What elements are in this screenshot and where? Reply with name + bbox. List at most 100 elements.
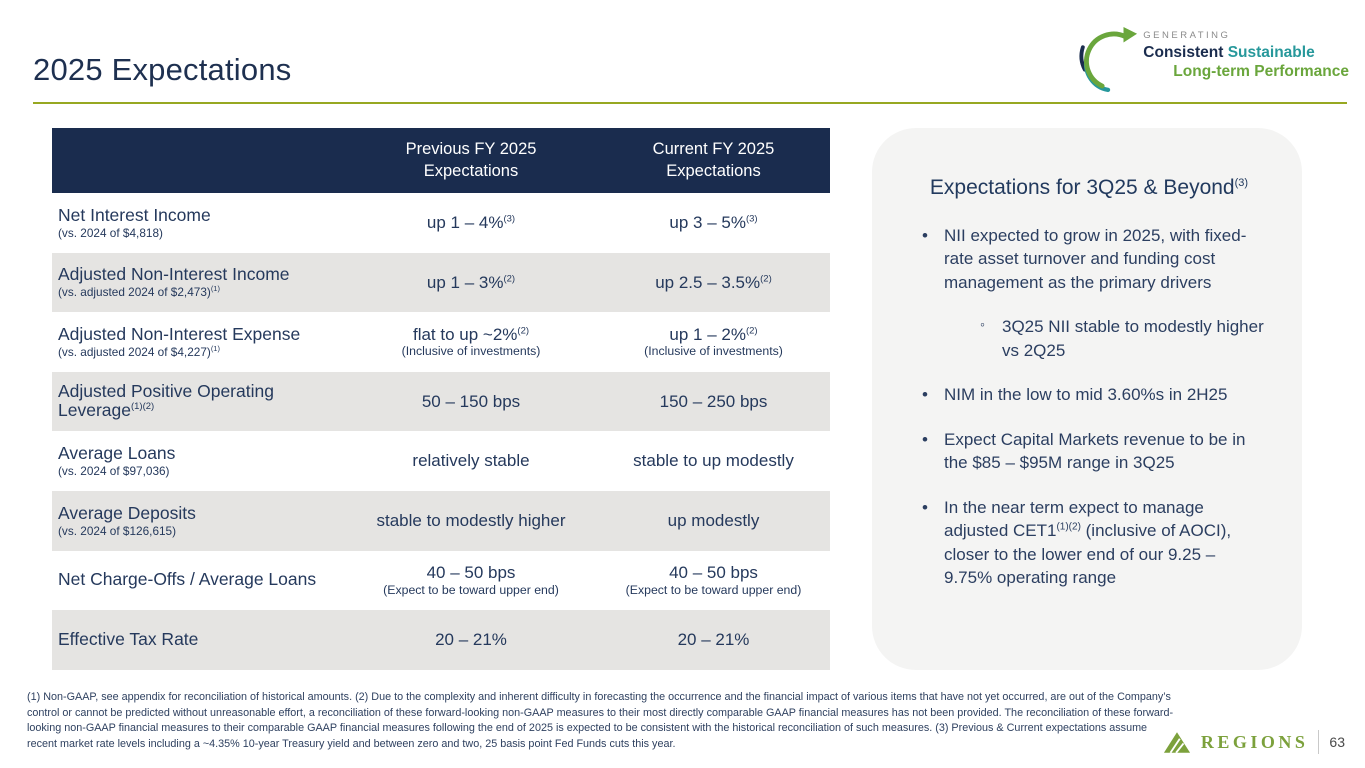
brand-generating-text: GENERATING [1143, 30, 1231, 42]
panel-bullet: • In the near term expect to manage adju… [910, 496, 1268, 590]
previous-note: (Inclusive of investments) [401, 344, 541, 359]
previous-value: up 1 – 4% [426, 213, 504, 233]
current-value: up 1 – 2% [669, 324, 746, 344]
row-current-cell: up modestly [597, 491, 830, 551]
brand-tagline-logo: GENERATING Consistent Sustainable Long-t… [1077, 18, 1349, 94]
row-label: Net Charge-Offs / Average Loans [58, 569, 317, 590]
logo-swoosh-icon [1079, 26, 1138, 93]
header-current-line2: Expectations [666, 161, 761, 180]
brand-word-sustainable: Sustainable [1227, 44, 1315, 62]
row-label: Adjusted Non-Interest Income [58, 264, 290, 285]
footer-divider [1318, 730, 1320, 754]
row-label-cell: Adjusted Positive Operating Leverage(1)(… [52, 372, 345, 432]
title-divider [33, 102, 1347, 104]
table-row: Net Interest Income (vs. 2024 of $4,818)… [52, 193, 830, 253]
previous-note: (Expect to be toward upper end) [383, 582, 559, 597]
current-value: up 2.5 – 3.5% [655, 272, 761, 292]
previous-value: 40 – 50 bps [426, 563, 516, 583]
page-number: 63 [1329, 734, 1345, 750]
row-sublabel: (vs. 2024 of $4,818) [58, 225, 163, 240]
row-previous-cell: up 1 – 4%(3) [345, 193, 597, 253]
panel-sub-bullet: ◦ 3Q25 NII stable to modestly higher vs … [972, 315, 1268, 362]
table-row: Net Charge-Offs / Average Loans 40 – 50 … [52, 550, 830, 611]
current-value-sup: (3) [745, 213, 758, 225]
table-header-previous: Previous FY 2025 Expectations [345, 128, 597, 193]
panel-title: Expectations for 3Q25 & Beyond(3) [910, 176, 1268, 200]
panel-bullet: • Expect Capital Markets revenue to be i… [910, 428, 1268, 475]
current-value: 150 – 250 bps [659, 391, 768, 411]
current-value: 20 – 21% [677, 630, 750, 650]
row-label: Average Loans [58, 442, 176, 463]
current-value-sup: (2) [760, 272, 772, 284]
table-row: Effective Tax Rate 20 – 21% 20 – 21% [52, 610, 830, 670]
bullet-dot-icon: • [922, 385, 928, 405]
current-value: up 3 – 5% [669, 213, 746, 233]
current-note: (Expect to be toward upper end) [625, 582, 802, 597]
bullet-text: 3Q25 NII stable to modestly higher vs 2Q… [1002, 317, 1264, 360]
row-label-cell: Average Deposits (vs. 2024 of $126,615) [52, 491, 345, 551]
bullet-text: NII expected to grow in 2025, with fixed… [944, 226, 1247, 292]
previous-value-sup: (3) [503, 213, 516, 225]
footnotes: (1) Non-GAAP, see appendix for reconcili… [27, 691, 1174, 750]
row-label: Adjusted Positive Operating Leverage [58, 380, 274, 421]
current-value: up modestly [667, 510, 760, 530]
header-previous-line1: Previous FY 2025 [405, 140, 537, 159]
row-current-cell: up 3 – 5%(3) [597, 193, 830, 253]
bullet-text-post: (inclusive of AOCI), closer to the lower… [944, 521, 1232, 587]
row-sublabel-sup: (1) [210, 284, 220, 294]
brand-word-consistent: Consistent [1143, 44, 1224, 62]
panel-bullet: • NII expected to grow in 2025, with fix… [910, 224, 1268, 294]
current-value: stable to up modestly [633, 451, 794, 471]
row-current-cell: up 2.5 – 3.5%(2) [597, 253, 830, 313]
row-label: Adjusted Non-Interest Expense [58, 323, 301, 344]
row-previous-cell: flat to up ~2%(2) (Inclusive of investme… [345, 312, 597, 372]
previous-value-sup: (2) [517, 325, 530, 337]
row-current-cell: up 1 – 2%(2) (Inclusive of investments) [597, 312, 830, 372]
row-current-cell: stable to up modestly [597, 431, 830, 491]
row-sublabel-sup: (1) [210, 344, 220, 354]
row-previous-cell: stable to modestly higher [345, 491, 597, 551]
bullet-dot-icon: • [922, 226, 928, 245]
row-label-cell: Adjusted Non-Interest Expense (vs. adjus… [52, 312, 345, 372]
row-previous-cell: 40 – 50 bps (Expect to be toward upper e… [345, 551, 597, 611]
row-label-cell: Average Loans (vs. 2024 of $97,036) [52, 431, 345, 491]
row-sublabel: (vs. 2024 of $97,036) [58, 464, 170, 479]
brand-tagline-text: GENERATING Consistent Sustainable Long-t… [1143, 30, 1349, 82]
brand-tagline-line1: Consistent Sustainable [1143, 43, 1349, 62]
row-label: Average Deposits [58, 502, 196, 523]
expectations-table: Previous FY 2025 Expectations Current FY… [52, 128, 830, 670]
table-row: Adjusted Non-Interest Income (vs. adjust… [52, 252, 830, 313]
previous-value: 50 – 150 bps [421, 391, 521, 411]
table-header-current: Current FY 2025 Expectations [597, 128, 830, 193]
previous-value: 20 – 21% [435, 630, 507, 650]
previous-value: up 1 – 3% [426, 272, 504, 292]
expectations-panel: Expectations for 3Q25 & Beyond(3) • NII … [872, 128, 1302, 670]
regions-footer-logo: REGIONS 63 [1163, 730, 1345, 754]
table-header-row: Previous FY 2025 Expectations Current FY… [52, 128, 830, 193]
brand-tagline-line2: Long-term Performance [1173, 63, 1349, 81]
row-label-cell: Effective Tax Rate [52, 610, 345, 670]
bullet-circle-icon: ◦ [980, 316, 985, 333]
panel-title-text: Expectations for 3Q25 & Beyond [929, 176, 1235, 199]
table-row: Adjusted Positive Operating Leverage(1)(… [52, 371, 830, 432]
row-previous-cell: 50 – 150 bps [345, 372, 597, 432]
table-row: Average Loans (vs. 2024 of $97,036) rela… [52, 431, 830, 491]
page-title: 2025 Expectations [33, 52, 292, 87]
row-sublabel: (vs. adjusted 2024 of $4,227) [58, 345, 211, 360]
row-sublabel: (vs. 2024 of $126,615) [58, 523, 177, 538]
row-label-cell: Net Interest Income (vs. 2024 of $4,818) [52, 193, 345, 253]
row-previous-cell: up 1 – 3%(2) [345, 253, 597, 313]
bullet-text: NIM in the low to mid 3.60%s in 2H25 [944, 385, 1228, 405]
header-previous-line2: Expectations [423, 161, 519, 180]
bullet-text-sup: (1)(2) [1056, 521, 1081, 533]
row-current-cell: 40 – 50 bps (Expect to be toward upper e… [597, 551, 830, 611]
current-value: 40 – 50 bps [669, 563, 758, 583]
previous-value: stable to modestly higher [376, 510, 566, 530]
row-label: Net Interest Income [58, 204, 211, 225]
panel-bullet: • NIM in the low to mid 3.60%s in 2H25 [910, 383, 1268, 406]
current-value-sup: (2) [745, 325, 758, 337]
bullet-text: Expect Capital Markets revenue to be in … [944, 429, 1246, 473]
row-previous-cell: 20 – 21% [345, 610, 597, 670]
regions-wordmark: REGIONS [1200, 731, 1309, 752]
